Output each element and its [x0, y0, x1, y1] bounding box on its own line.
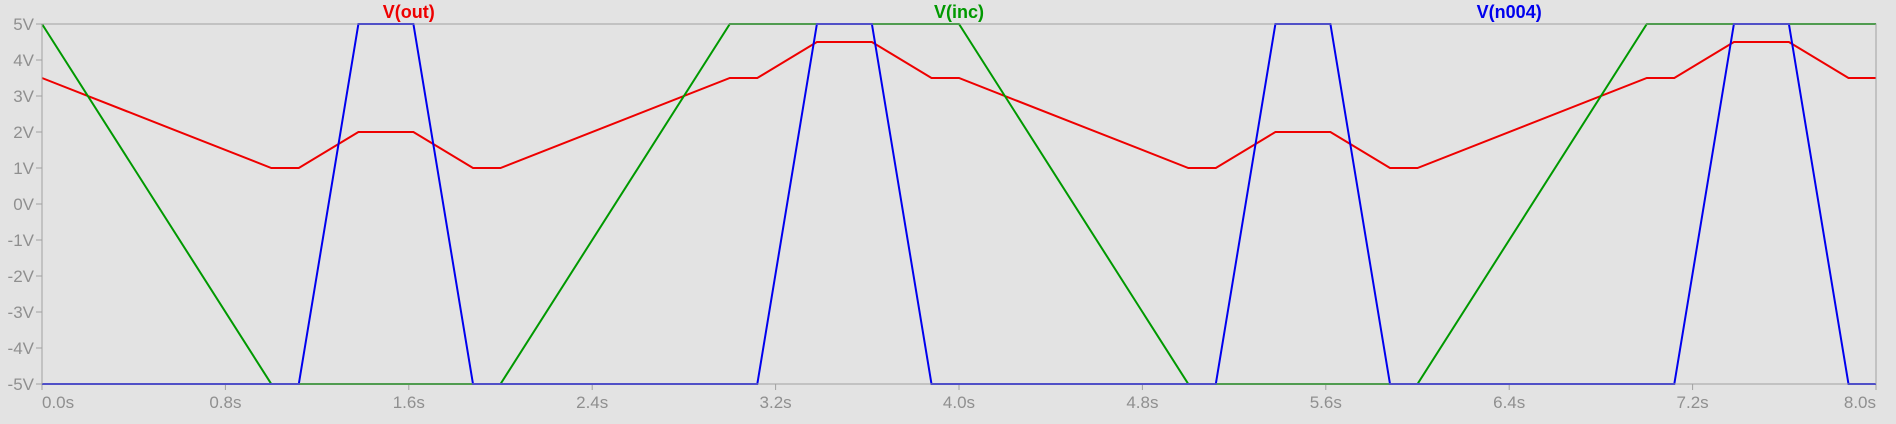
y-tick-label: 2V: [13, 123, 34, 142]
trace-legend[interactable]: V(out) V(inc) V(n004): [383, 2, 1542, 22]
x-tick-label: 8.0s: [1844, 393, 1876, 412]
y-tick-label: -1V: [8, 231, 35, 250]
legend-entry[interactable]: V(inc): [934, 2, 984, 22]
legend-entry[interactable]: V(out): [383, 2, 435, 22]
series-line: [41, 41, 1876, 169]
y-tick-label: -4V: [8, 339, 35, 358]
y-tick-label: -3V: [8, 303, 35, 322]
y-tick-label: -5V: [8, 375, 35, 394]
y-tick-label: 1V: [13, 159, 34, 178]
x-tick-label: 1.6s: [393, 393, 425, 412]
x-tick-label: 2.4s: [576, 393, 608, 412]
x-tick-label: 0.8s: [209, 393, 241, 412]
y-tick-label: 0V: [13, 195, 34, 214]
axis-ticks: 5V 4V 3V 2V 1V 0V -1V -2V -3V -4V -5V 0.0s 0.8s 1.6s 2…: [8, 15, 1877, 412]
x-tick-label: 4.8s: [1126, 393, 1158, 412]
y-tick-label: 4V: [13, 51, 34, 70]
legend-entry[interactable]: V(n004): [1477, 2, 1542, 22]
y-tick-label: -2V: [8, 267, 35, 286]
y-tick-label: 5V: [13, 15, 34, 34]
plot-frame: [41, 23, 1877, 385]
x-tick-label: 0.0s: [42, 393, 74, 412]
x-tick-label: 4.0s: [943, 393, 975, 412]
x-tick-label: 6.4s: [1493, 393, 1525, 412]
x-tick-label: 5.6s: [1310, 393, 1342, 412]
x-tick-label: 7.2s: [1677, 393, 1709, 412]
x-tick-label: 3.2s: [760, 393, 792, 412]
y-tick-label: 3V: [13, 87, 34, 106]
